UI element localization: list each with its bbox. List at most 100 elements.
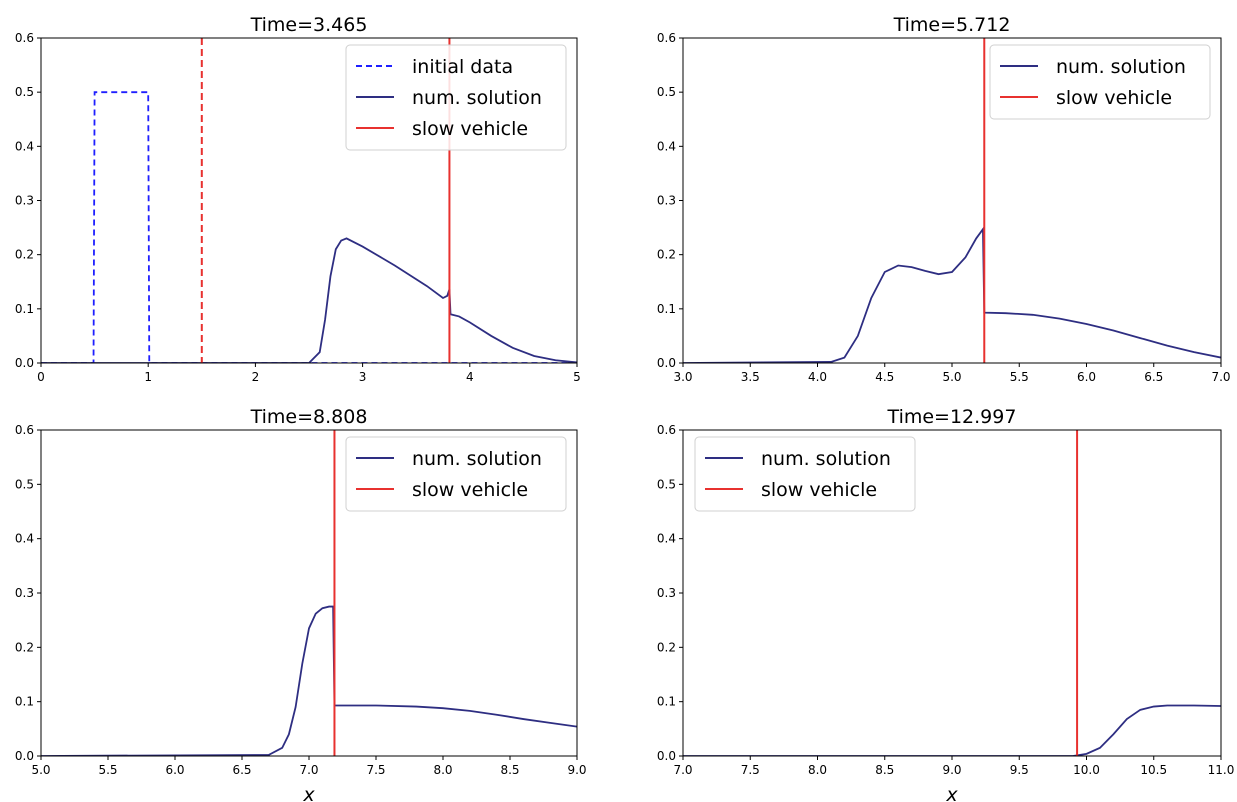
chart-title: Time=8.808 bbox=[250, 406, 368, 428]
y-tick-label: 0.3 bbox=[657, 194, 676, 208]
x-tick-label: 7.0 bbox=[1211, 370, 1230, 384]
series-line-num-solution bbox=[41, 237, 577, 363]
chart-panel-4: Time=12.997 0.0 0.1 0.2 0.3 0.4 0.5 0.6 7.0 7.5 8.… bbox=[657, 406, 1234, 802]
legend-label: initial data bbox=[412, 56, 513, 78]
x-tick-label: 7.0 bbox=[673, 763, 692, 777]
plot-area bbox=[683, 430, 1221, 756]
y-tick-label: 0.6 bbox=[15, 31, 34, 45]
legend: num. solution slow vehicle bbox=[345, 436, 567, 512]
x-tick-label: 7.5 bbox=[741, 763, 760, 777]
x-tick-label: 7.5 bbox=[366, 763, 385, 777]
y-tick-label: 0.1 bbox=[657, 695, 676, 709]
y-tick-label: 0.4 bbox=[657, 532, 676, 546]
x-tick-label: 2 bbox=[252, 370, 260, 384]
y-tick-label: 0.6 bbox=[657, 31, 676, 45]
legend-box bbox=[694, 436, 916, 512]
x-tick-label: 4 bbox=[466, 370, 474, 384]
y-tick-label: 0.1 bbox=[15, 695, 34, 709]
legend-box bbox=[989, 44, 1211, 120]
legend-label: num. solution bbox=[412, 448, 542, 470]
y-tick-label: 0.2 bbox=[15, 248, 34, 262]
legend-label: slow vehicle bbox=[1056, 87, 1172, 109]
x-tick-label: 4.5 bbox=[875, 370, 894, 384]
x-tick-label: 6.0 bbox=[165, 763, 184, 777]
series-line-num-solution bbox=[683, 226, 1221, 363]
plot-area bbox=[41, 430, 577, 756]
x-tick-label: 3 bbox=[359, 370, 367, 384]
y-tick-label: 0.2 bbox=[657, 640, 676, 654]
axes-frame bbox=[40, 429, 578, 757]
y-tick-label: 0.3 bbox=[15, 586, 34, 600]
legend: initial data num. solution slow vehicle bbox=[345, 44, 567, 151]
chart-title: Time=3.465 bbox=[250, 14, 368, 36]
y-tick-label: 0.6 bbox=[15, 423, 34, 437]
x-tick-label: 7.0 bbox=[299, 763, 318, 777]
x-tick-label: 3.0 bbox=[673, 370, 692, 384]
x-tick-label: 8.5 bbox=[875, 763, 894, 777]
x-tick-label: 8.5 bbox=[500, 763, 519, 777]
chart-title: Time=5.712 bbox=[893, 14, 1011, 36]
legend-label: num. solution bbox=[761, 448, 891, 470]
y-tick-label: 0.6 bbox=[657, 423, 676, 437]
chart-title: Time=12.997 bbox=[887, 406, 1017, 428]
x-tick-label: 9.5 bbox=[1010, 763, 1029, 777]
x-tick-label: 4.0 bbox=[808, 370, 827, 384]
chart-panel-2: Time=5.712 0.0 0.1 0.2 0.3 0.4 0.5 0.6 3.0 3.5 4.0… bbox=[657, 14, 1231, 384]
legend: num. solution slow vehicle bbox=[989, 44, 1211, 120]
x-tick-label: 10.5 bbox=[1140, 763, 1167, 777]
y-tick-label: 0.4 bbox=[15, 139, 34, 153]
y-tick-label: 0.1 bbox=[15, 302, 34, 316]
y-tick-label: 0.5 bbox=[657, 85, 676, 99]
y-tick-label: 0.0 bbox=[15, 356, 34, 370]
series-line-initial-data bbox=[41, 91, 577, 363]
y-tick-label: 0.2 bbox=[657, 248, 676, 262]
x-tick-label: 5.0 bbox=[942, 370, 961, 384]
y-tick-label: 0.0 bbox=[657, 356, 676, 370]
x-tick-label: 6.5 bbox=[1144, 370, 1163, 384]
x-tick-label: 5.0 bbox=[31, 763, 50, 777]
legend-box bbox=[345, 436, 567, 512]
x-tick-label: 5.5 bbox=[98, 763, 117, 777]
chart-panel-1: Time=3.465 0.0 0.1 0.2 0.3 0.4 0.5 0.6 0 1 2 3 4 5 ini… bbox=[15, 14, 581, 384]
chart-panel-3: Time=8.808 0.0 0.1 0.2 0.3 0.4 0.5 0.6 5.0 5.5 6.0… bbox=[15, 406, 587, 802]
x-tick-label: 3.5 bbox=[741, 370, 760, 384]
legend-label: slow vehicle bbox=[761, 479, 877, 501]
plot-area bbox=[683, 38, 1221, 363]
x-tick-label: 0 bbox=[37, 370, 45, 384]
series-line-num-solution bbox=[683, 704, 1221, 756]
x-tick-label: 9.0 bbox=[567, 763, 586, 777]
x-axis-label: x bbox=[945, 784, 958, 802]
x-tick-label: 1 bbox=[144, 370, 152, 384]
x-tick-label: 8.0 bbox=[808, 763, 827, 777]
legend-label: num. solution bbox=[1056, 56, 1186, 78]
y-tick-label: 0.4 bbox=[657, 139, 676, 153]
y-tick-label: 0.3 bbox=[15, 194, 34, 208]
legend-label: slow vehicle bbox=[412, 118, 528, 140]
y-tick-label: 0.5 bbox=[15, 477, 34, 491]
y-tick-label: 0.0 bbox=[657, 749, 676, 763]
x-axis-label: x bbox=[302, 784, 315, 802]
legend-box bbox=[345, 44, 567, 151]
x-tick-label: 8.0 bbox=[433, 763, 452, 777]
legend: num. solution slow vehicle bbox=[694, 436, 916, 512]
y-tick-label: 0.3 bbox=[657, 586, 676, 600]
legend-label: num. solution bbox=[412, 87, 542, 109]
legend-label: slow vehicle bbox=[412, 479, 528, 501]
x-tick-label: 11.0 bbox=[1208, 763, 1235, 777]
axes-frame bbox=[682, 37, 1222, 364]
x-tick-label: 5.5 bbox=[1010, 370, 1029, 384]
y-tick-label: 0.0 bbox=[15, 749, 34, 763]
x-tick-label: 10.0 bbox=[1073, 763, 1100, 777]
x-tick-label: 5 bbox=[573, 370, 581, 384]
series-line-num-solution bbox=[41, 605, 577, 756]
x-tick-label: 9.0 bbox=[942, 763, 961, 777]
y-tick-label: 0.4 bbox=[15, 532, 34, 546]
axes-frame bbox=[682, 429, 1222, 757]
x-tick-label: 6.0 bbox=[1077, 370, 1096, 384]
y-tick-label: 0.5 bbox=[657, 477, 676, 491]
y-tick-label: 0.1 bbox=[657, 302, 676, 316]
x-tick-label: 6.5 bbox=[232, 763, 251, 777]
axes-frame bbox=[40, 37, 578, 364]
y-tick-label: 0.5 bbox=[15, 85, 34, 99]
